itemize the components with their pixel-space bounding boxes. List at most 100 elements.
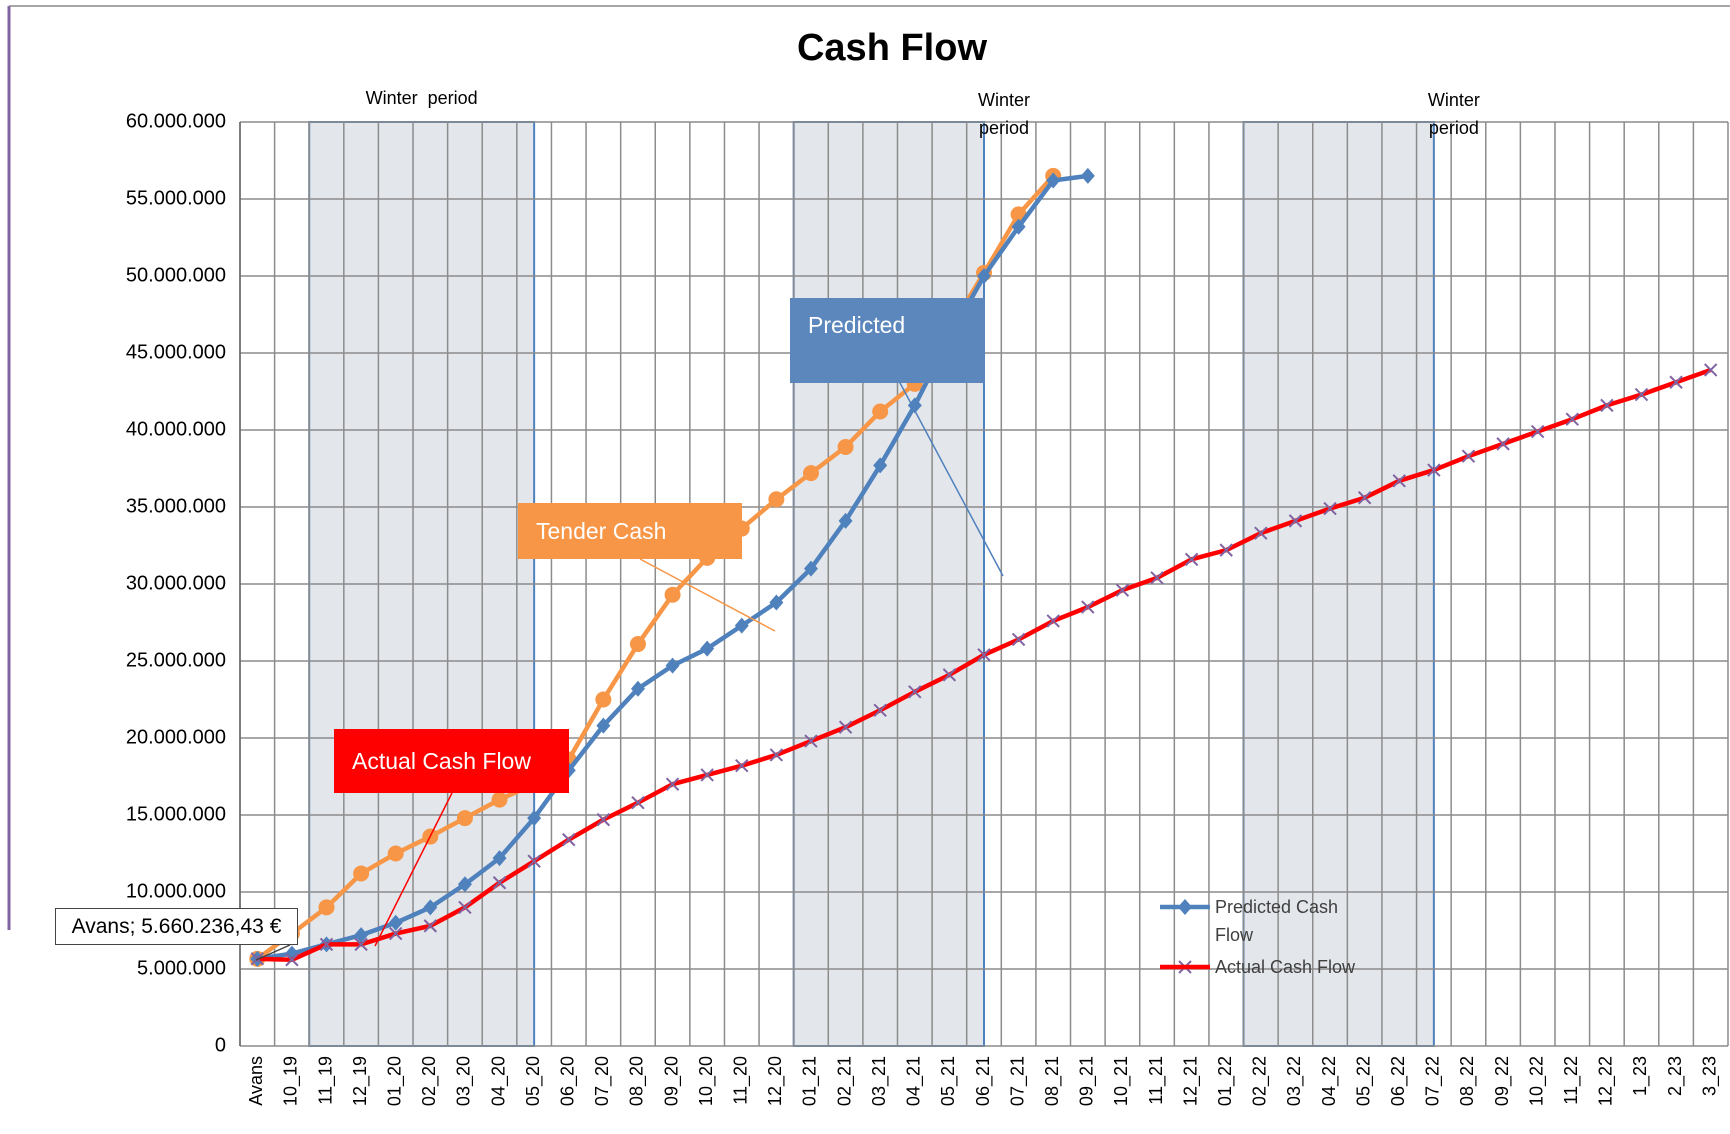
y-tick-label: 25.000.000 <box>126 649 226 671</box>
y-tick-label: 20.000.000 <box>126 726 226 748</box>
y-tick-label: 60.000.000 <box>126 110 226 132</box>
point <box>596 812 611 827</box>
point <box>457 876 472 893</box>
point <box>1427 463 1441 477</box>
y-tick-label: 55.000.000 <box>126 187 226 209</box>
point <box>423 899 438 916</box>
point <box>629 636 646 653</box>
point <box>908 685 922 699</box>
x-tick-label: 05_20 <box>523 1056 544 1106</box>
predicted-callout: Predicted <box>790 298 985 383</box>
point <box>318 899 335 916</box>
y-tick-label: 45.000.000 <box>126 341 226 363</box>
x-tick-label: 06_20 <box>557 1056 578 1106</box>
x-tick-label: 10_21 <box>1111 1056 1132 1106</box>
point <box>977 648 991 662</box>
point <box>1080 167 1095 184</box>
point <box>1669 375 1683 389</box>
y-tick-label: 50.000.000 <box>126 264 226 286</box>
y-tick-label: 0 <box>215 1034 226 1056</box>
data-label: Avans; 5.660.236,43 € <box>55 908 298 945</box>
point <box>631 795 645 810</box>
x-tick-label: 06_22 <box>1388 1056 1409 1106</box>
callout-leader <box>255 944 291 961</box>
period-label: Winter period <box>977 90 1030 138</box>
callout-leader <box>639 558 776 632</box>
x-tick-label: 07_22 <box>1423 1056 1444 1106</box>
point <box>492 850 507 867</box>
point <box>354 937 368 952</box>
point <box>1288 514 1303 528</box>
callout-leader <box>898 380 1004 577</box>
point <box>665 777 680 791</box>
legend-label: Actual Cash Flow <box>1215 957 1356 977</box>
period-label: Winter period <box>1427 90 1480 138</box>
point <box>1600 398 1614 413</box>
x-tick-label: 01_22 <box>1215 1056 1236 1106</box>
x-tick-label: 12_20 <box>765 1056 786 1106</box>
point <box>491 791 508 808</box>
point <box>285 953 299 967</box>
x-tick-label: 03_20 <box>454 1056 475 1106</box>
point <box>872 403 889 420</box>
point <box>492 876 507 890</box>
x-tick-label: 07_21 <box>1007 1056 1028 1106</box>
callout-leader <box>374 792 453 947</box>
point <box>527 854 541 868</box>
x-tick-label: 04_22 <box>1319 1056 1340 1106</box>
y-tick-label: 15.000.000 <box>126 803 226 825</box>
point <box>1046 172 1061 189</box>
x-tick-label: 10_20 <box>696 1056 717 1106</box>
point <box>802 465 819 482</box>
point <box>768 491 785 508</box>
x-tick-label: 12_22 <box>1596 1056 1617 1106</box>
x-tick-label: 02_22 <box>1250 1056 1271 1106</box>
x-tick-label: 11_21 <box>1146 1056 1167 1105</box>
point <box>1357 491 1372 505</box>
point <box>1392 474 1406 488</box>
point <box>942 668 957 682</box>
x-tick-label: 2_23 <box>1665 1056 1686 1096</box>
x-tick-label: 09_20 <box>661 1056 682 1106</box>
x-tick-label: 06_21 <box>973 1056 994 1106</box>
point <box>873 703 887 717</box>
point <box>456 810 473 827</box>
point <box>388 914 403 931</box>
x-tick-label: 03_21 <box>869 1056 890 1106</box>
point <box>458 900 472 915</box>
x-tick-label: 01_20 <box>384 1056 405 1106</box>
x-tick-label: 10_19 <box>281 1056 302 1106</box>
x-tick-label: 03_22 <box>1284 1056 1305 1106</box>
x-tick-label: 04_21 <box>904 1056 925 1106</box>
y-tick-label: 30.000.000 <box>126 572 226 594</box>
x-tick-label: 07_20 <box>592 1056 613 1106</box>
point <box>319 937 334 952</box>
point <box>387 845 404 862</box>
point <box>562 832 576 847</box>
point <box>1496 437 1510 451</box>
point <box>389 926 403 941</box>
point <box>665 657 680 674</box>
x-tick-label: 09_21 <box>1077 1056 1098 1106</box>
point <box>873 457 888 474</box>
point <box>1046 614 1060 628</box>
x-tick-label: 01_21 <box>800 1056 821 1106</box>
point <box>1115 583 1130 597</box>
point <box>907 397 922 414</box>
point <box>1461 449 1476 463</box>
x-tick-label: 10_22 <box>1526 1056 1547 1106</box>
x-tick-label: 09_22 <box>1492 1056 1513 1106</box>
x-tick-label: 12_19 <box>350 1056 371 1106</box>
point <box>1184 552 1199 567</box>
x-tick-label: Avans <box>246 1056 266 1106</box>
point <box>423 919 438 933</box>
point <box>803 560 818 577</box>
point <box>769 748 784 762</box>
point <box>596 717 611 734</box>
x-tick-label: 08_21 <box>1042 1056 1063 1106</box>
x-tick-label: 05_21 <box>938 1056 959 1106</box>
chart-title: Cash Flow <box>797 27 987 69</box>
actual-callout: Actual Cash Flow <box>334 729 569 793</box>
point <box>837 438 854 455</box>
